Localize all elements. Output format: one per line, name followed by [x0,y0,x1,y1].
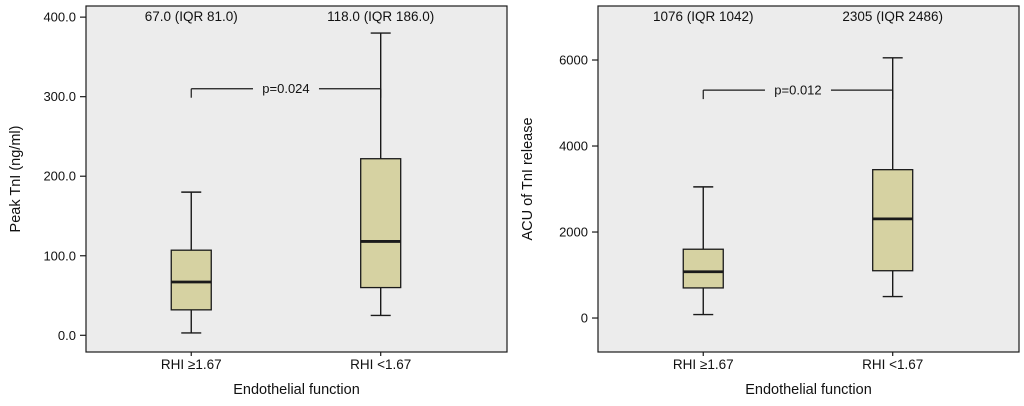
y-tick-label: 0.0 [58,328,76,343]
y-axis-title: ACU of TnI release [520,117,536,240]
y-axis-title: Peak TnI (ng/ml) [8,126,24,233]
annotation-label: 2305 (IQR 2486) [842,9,943,24]
p-value-bg [764,81,831,100]
x-tick-label: RHI ≥1.67 [161,357,222,372]
y-tick-label: 0 [581,311,588,326]
y-tick-label: 200.0 [43,169,76,184]
y-tick-label: 100.0 [43,248,76,263]
x-tick-label: RHI <1.67 [862,357,923,372]
x-tick-label: RHI <1.67 [350,357,411,372]
y-tick-label: 300.0 [43,89,76,104]
x-axis-title: Endothelial function [745,382,872,398]
y-tick-label: 4000 [559,139,588,154]
boxplot-panel-acu-tni: 0 2000 4000 6000 ACU of TnI release RHI ≥1.67… [520,5,1020,398]
iqr-box [682,248,724,289]
iqr-box [170,249,212,311]
plot-area [597,5,1020,353]
plot-area [85,5,508,353]
p-value-label: p=0.024 [262,81,309,96]
p-value-label: p=0.012 [774,83,821,98]
p-value-bg [252,79,319,98]
x-axis-title: Endothelial function [233,382,360,398]
y-tick-label: 400.0 [43,10,76,25]
y-tick-label: 2000 [559,225,588,240]
boxplot-panel-peak-tni: 0.0 100.0 200.0 300.0 400.0 Peak TnI (ng/ml) R… [8,5,508,398]
y-tick-label: 6000 [559,53,588,68]
iqr-box [360,158,402,289]
annotation-label: 1076 (IQR 1042) [653,9,754,24]
annotation-label: 118.0 (IQR 186.0) [327,9,434,24]
annotation-label: 67.0 (IQR 81.0) [145,9,238,24]
x-tick-label: RHI ≥1.67 [673,357,734,372]
